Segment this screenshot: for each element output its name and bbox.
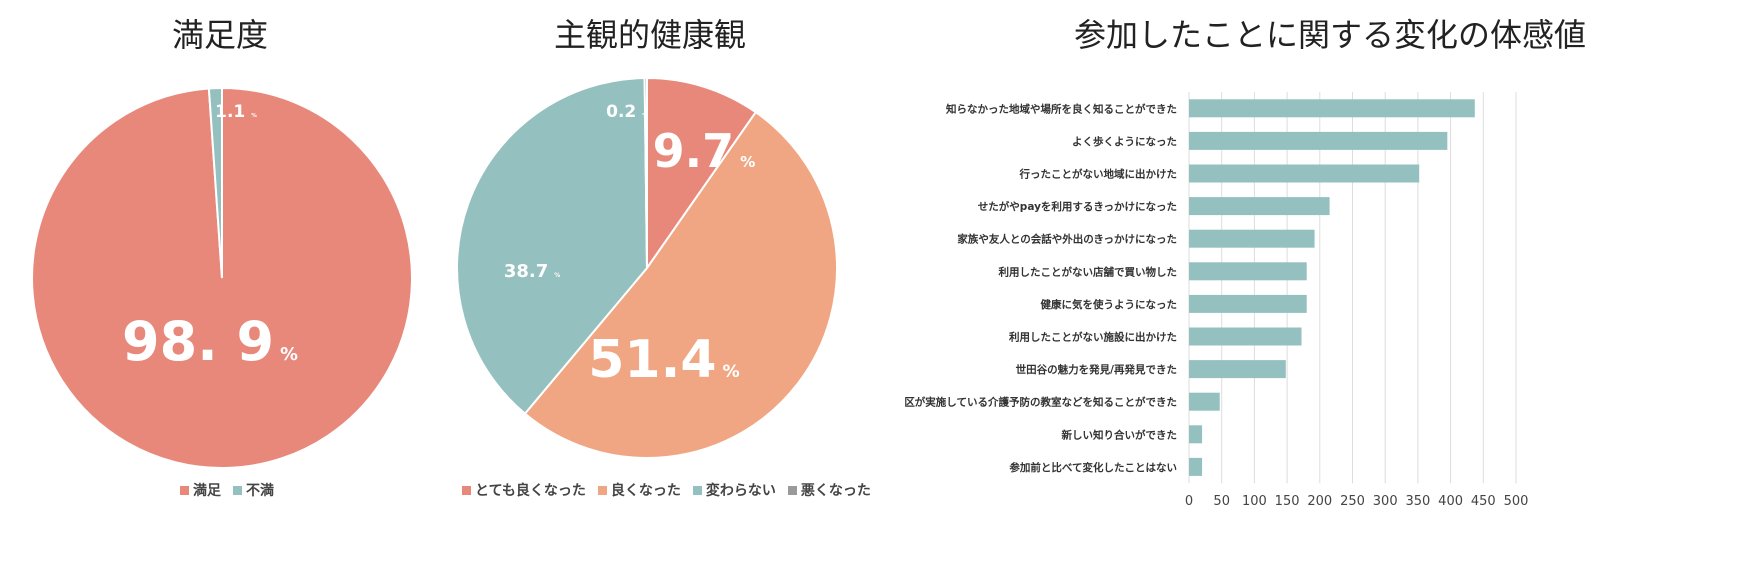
legend-item: 悪くなった [787,480,871,500]
pie-slice-3 [643,76,648,269]
bar [1189,164,1420,183]
x-tick-label: 50 [1213,494,1230,509]
bar [1189,392,1220,411]
change-bar-chart: 0 50 100 150 200 250 300 350 400 450 500 知らなかった地域や場… [904,92,1529,509]
change-panel: 参加したことに関する変化の体感値 0 50 100 150 200 250 300 350 40… [880,0,1744,570]
change-title: 参加したことに関する変化の体感値 [1073,16,1586,54]
pie-data-label: 38.7% [504,261,560,282]
x-tick-label: 0 [1185,494,1193,509]
legend-label: 満足 [193,483,221,499]
bar [1189,229,1315,248]
x-tick-label: 200 [1307,494,1332,509]
legend-swatch [462,486,471,495]
category-label: 利用したことがない施設に出かけた [1009,331,1177,344]
bar [1189,294,1307,313]
x-tick-label: 500 [1504,494,1529,509]
bar [1189,99,1475,118]
bar [1189,131,1448,150]
pie-data-label: 9.7% [653,124,756,178]
legend-item: 不満 [233,480,274,500]
category-label: 世田谷の魅力を発見/再発見できた [1016,363,1177,376]
pie-slice-2 [456,77,649,416]
health-legend: とても良くなった 良くなった 変わらない 悪くなった [462,480,883,500]
bar [1189,425,1203,444]
x-tick-label: 250 [1340,494,1365,509]
category-label: 利用したことがない店舗で買い物した [999,265,1178,278]
x-tick-label: 450 [1471,494,1496,509]
legend-item: とても良くなった [462,480,586,500]
category-label: 知らなかった地域や場所を良く知ることができた [946,102,1177,115]
x-tick-label: 150 [1275,494,1300,509]
pie-data-label: 98. 9% [122,310,298,373]
bar [1189,360,1286,379]
x-tick-label: 100 [1242,494,1267,509]
pie-data-label: 1.1% [215,102,257,122]
bar [1189,457,1203,476]
legend-item: 良くなった [597,480,681,500]
health-title: 主観的健康観 [553,16,746,54]
legend-label: 良くなった [610,483,681,499]
category-label: せたがやpayを利用するきっかけになった [978,200,1177,213]
category-label: 参加前と比べて変化したことはない [1009,461,1177,474]
category-label: 区が実施している介護予防の教室などを知ることができた [904,396,1177,409]
legend-label: 変わらない [705,483,776,499]
health-pie-chart: 9.7 % 51.4 % 38.7 % 0.2% [456,76,838,459]
legend-swatch [692,486,702,495]
pie-slice-0 [646,76,758,272]
x-tick-label: 400 [1438,494,1463,509]
pie-slice-1 [207,86,223,279]
satisfaction-panel: 満足度 98. 9% 1.1% 満足 不満 [0,0,440,570]
category-label: 新しい知り合いができた [1062,428,1178,441]
pie-data-label: 0.2% [606,102,648,122]
legend-swatch [233,486,242,495]
satisfaction-legend: 満足 不満 [180,480,286,500]
x-tick-label: 300 [1373,494,1398,509]
legend-item: 変わらない [692,480,776,500]
health-panel: 主観的健康観 9.7% 51.4% 38.7% 0.2% とても良くなった 良くなった 変… [440,0,871,570]
pie-slice-1 [523,110,838,459]
category-label: よく歩くようになった [1072,135,1177,148]
pie-data-label: 51.4% [588,330,740,390]
bar [1189,197,1330,216]
bar [1189,262,1307,281]
bar [1189,327,1302,346]
legend-item: 満足 [180,480,221,500]
legend-label: 悪くなった [800,483,871,499]
category-label: 家族や友人との会話や外出のきっかけになった [957,233,1177,246]
legend-swatch [597,486,607,495]
category-label: 行ったことがない地域に出かけた [1019,168,1178,181]
legend-label: 不満 [246,483,274,499]
legend-swatch [787,486,797,495]
legend-swatch [180,486,189,495]
category-label: 健康に気を使うようになった [1041,298,1178,311]
x-tick-label: 350 [1405,494,1430,509]
satisfaction-title: 満足度 [171,16,268,54]
legend-label: とても良くなった [475,483,586,499]
satisfaction-pie-chart: 98. 9 % 1.1% [31,86,413,469]
